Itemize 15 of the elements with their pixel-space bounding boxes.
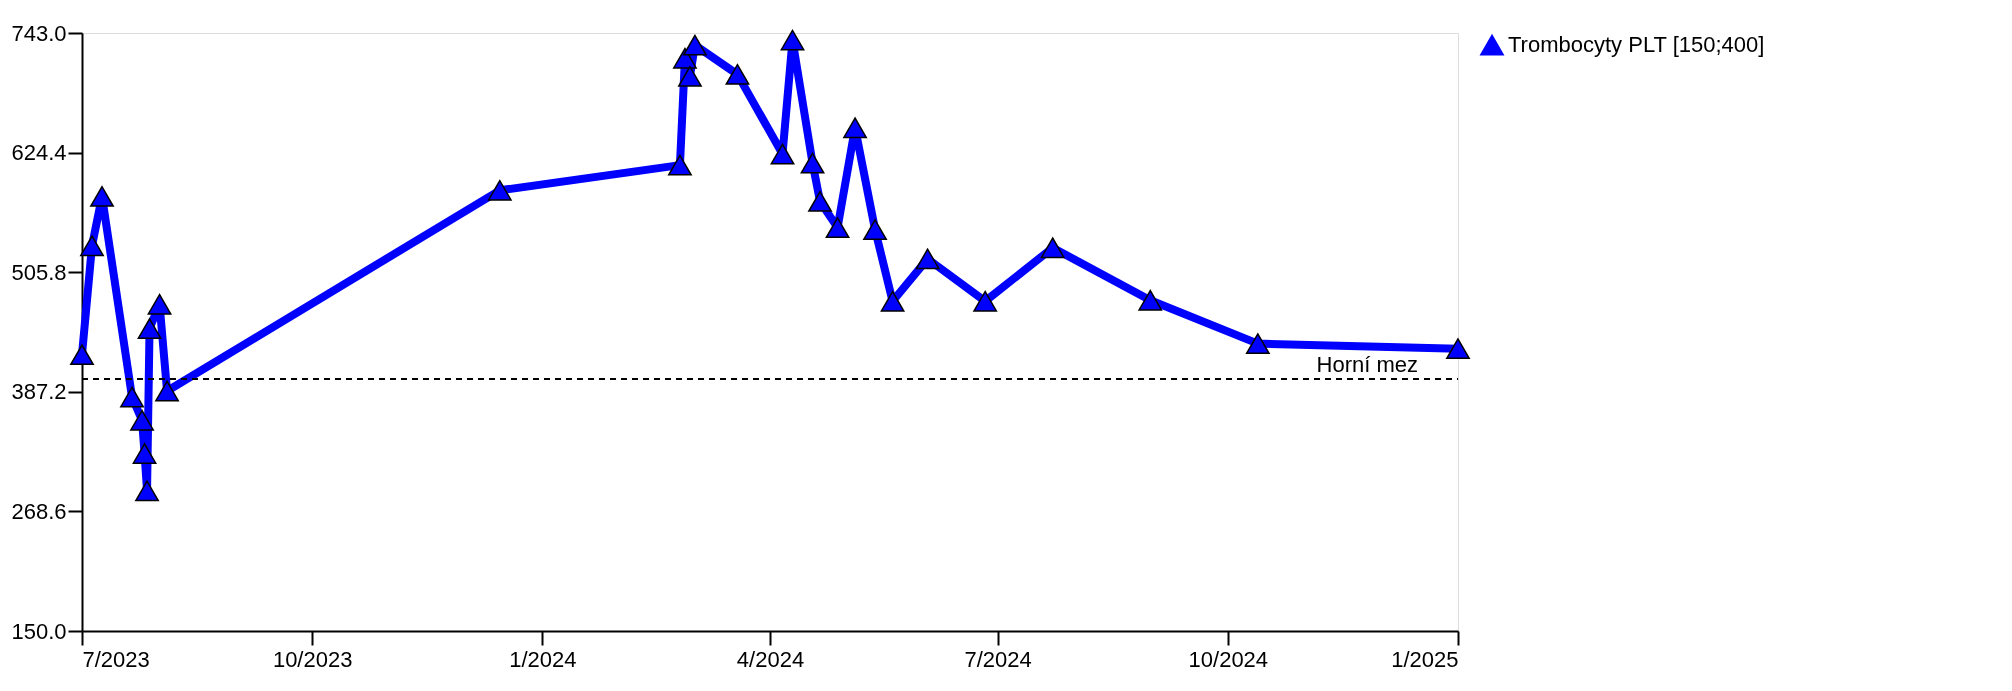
x-tick-label: 10/2024 [1188, 646, 1269, 672]
y-tick-label: 743.0 [11, 20, 67, 46]
legend-label: Trombocyty PLT [150;400] [1508, 32, 1765, 57]
x-tick-label: 1/2025 [1391, 646, 1459, 672]
y-tick-label: 268.6 [11, 498, 67, 524]
x-tick-label: 10/2023 [272, 646, 353, 672]
x-tick-label: 1/2024 [509, 646, 577, 672]
x-tick-label: 4/2024 [736, 646, 805, 672]
x-tick-label: 7/2024 [964, 646, 1032, 672]
y-tick-label: 505.8 [11, 259, 67, 285]
y-tick-label: 150.0 [11, 618, 67, 644]
y-tick-label: 624.4 [11, 140, 67, 166]
ref-line-label: Horní mez [1316, 351, 1418, 377]
x-tick-label: 7/2023 [82, 646, 150, 672]
y-tick-label: 387.2 [11, 379, 67, 405]
